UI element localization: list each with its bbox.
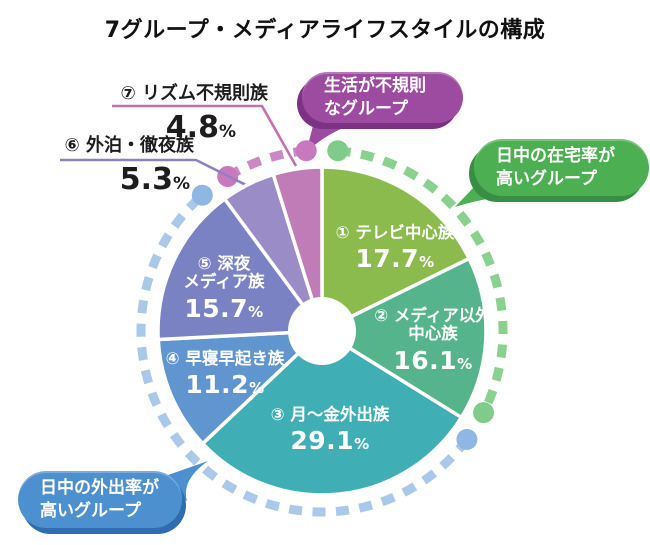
donut-hole: [288, 297, 356, 365]
group-bubble-irregular: 生活が不規則 なグループ: [302, 72, 463, 123]
callout-label-7: ⑦ リズム不規則族 4.8%: [40, 79, 268, 145]
group-bubble-going-out: 日中の外出率が 高いグループ: [18, 471, 182, 528]
percent-sign: %: [172, 174, 190, 194]
pie-slice-1: [320, 165, 471, 333]
slice-name: ② メディア以外: [374, 306, 492, 325]
slice-label-3: ③ 月〜金外出族 29.1%: [246, 405, 414, 456]
pie-slice-7: [271, 165, 324, 333]
slice-label-5: ⑤ 深夜 メディア族 15.7%: [158, 254, 290, 323]
bubble-text: 生活が不規則: [324, 76, 426, 97]
slice-label-1: ① テレビ中心族 17.7%: [322, 223, 468, 274]
percent-sign: %: [218, 122, 236, 142]
slice-value: 4.8: [165, 110, 219, 145]
slice-value: 11.2: [185, 370, 250, 400]
group-arc-dot-end-1: [191, 184, 213, 206]
percent-sign: %: [457, 354, 473, 373]
bubble-text: なグループ: [324, 98, 408, 119]
slice-value: 17.7: [355, 244, 420, 274]
pie-slice-2: [320, 256, 488, 420]
bubble-tail-1: [148, 461, 208, 501]
percent-sign: %: [354, 435, 370, 454]
group-arc-dot-start-1: [456, 428, 478, 450]
slice-value: 5.3: [119, 162, 173, 197]
slice-value: 15.7: [184, 293, 249, 323]
slice-name: ④ 早寝早起き族: [165, 349, 285, 368]
pie-slice-4: [156, 329, 324, 446]
pie-slice-5: [156, 197, 324, 342]
callout-line-7: [112, 104, 298, 167]
percent-sign: %: [249, 379, 265, 398]
slice-label-2: ② メディア以外 中心族 16.1%: [360, 306, 506, 375]
group-arc-0: [337, 146, 508, 415]
group-arc-dot-end-2: [295, 140, 317, 162]
pie-slice-3: [200, 329, 464, 497]
slice-name: ⑦ リズム不規則族: [120, 83, 268, 104]
slice-name: ① テレビ中心族: [335, 223, 455, 242]
bubble-text: 高いグループ: [496, 168, 597, 189]
callout-label-6: ⑥ 外泊・徹夜族 5.3%: [0, 131, 194, 197]
group-arc-dot-start-0: [327, 140, 349, 162]
slice-label-4: ④ 早寝早起き族 11.2%: [152, 349, 298, 400]
bubble-text: 日中の在宅率が: [496, 146, 615, 167]
slice-value: 16.1: [393, 345, 458, 375]
slice-name: ⑥ 外泊・徹夜族: [64, 135, 194, 156]
percent-sign: %: [419, 253, 435, 272]
group-bubble-at-home: 日中の在宅率が 高いグループ: [474, 139, 649, 196]
slice-name: メディア族: [183, 272, 265, 292]
chart-title: 7グループ・メディアライフスタイルの構成: [104, 18, 546, 43]
bubble-text: 日中の外出率が: [40, 478, 159, 499]
slice-value: 29.1: [290, 426, 355, 456]
bubble-text: 高いグループ: [40, 500, 141, 521]
slice-name: 中心族: [408, 324, 458, 344]
percent-sign: %: [248, 302, 264, 321]
callout-line-6: [60, 158, 259, 193]
slice-name: ③ 月〜金外出族: [270, 405, 390, 424]
slice-name: ⑤ 深夜: [197, 254, 251, 273]
group-arc-dot-end-0: [473, 402, 495, 424]
